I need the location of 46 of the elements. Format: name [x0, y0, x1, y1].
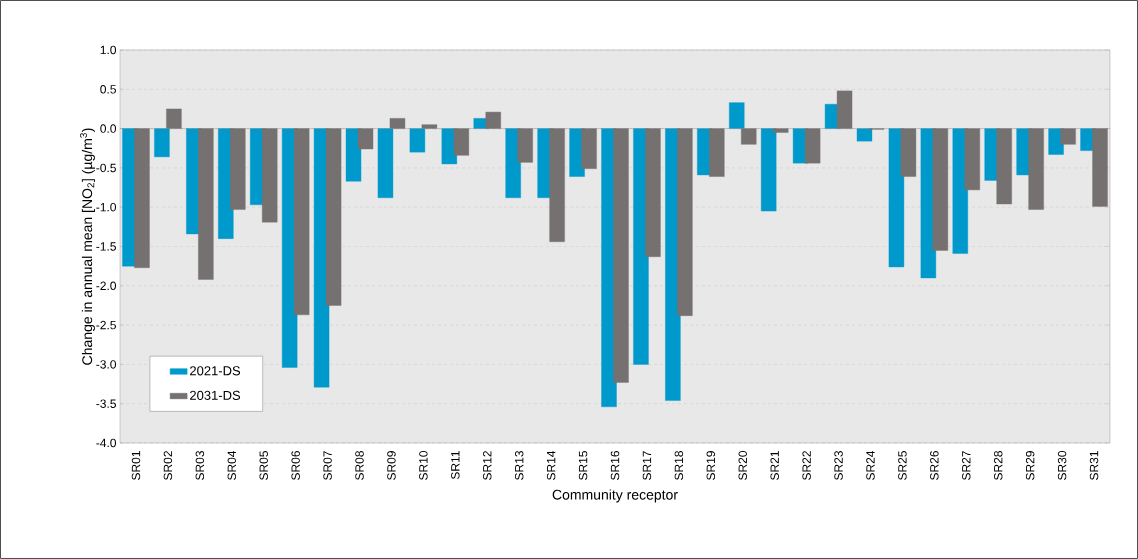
x-tick-label: SR10 — [419, 450, 428, 480]
x-tick-label: SR04 — [227, 450, 237, 480]
x-tick-label: SR13 — [514, 451, 524, 480]
y-tick-label: 0.0 — [100, 124, 117, 133]
x-tick-label: SR05 — [259, 451, 268, 480]
x-tick-label: SR20 — [738, 450, 747, 480]
y-tick-label: -1.5 — [96, 242, 116, 251]
y-tick-label: 1.0 — [100, 45, 117, 55]
x-tick-label: SR11 — [451, 451, 460, 480]
x-tick-label: SR14 — [546, 450, 556, 480]
x-tick-label: SR24 — [866, 450, 875, 480]
y-tick-label: 0.5 — [100, 85, 116, 94]
x-tick-label: SR30 — [1057, 450, 1067, 480]
y-tick-label: -4.0 — [96, 438, 117, 448]
x-tick-label: SR22 — [802, 451, 811, 480]
x-tick-label: SR21 — [770, 451, 779, 480]
y-tick-label: -3.0 — [96, 360, 117, 369]
x-axis-title: Community receptor — [552, 489, 678, 503]
x-tick-label: SR28 — [993, 451, 1003, 480]
x-tick-label: SR03 — [195, 451, 205, 480]
legend-label: 2021-DS — [190, 366, 241, 376]
y-tick-label: -3.5 — [96, 399, 116, 408]
x-tick-label: SR31 — [1089, 451, 1099, 480]
x-tick-label: SR26 — [930, 451, 939, 480]
x-tick-label: SR01 — [131, 451, 141, 480]
legend-label: 2031-DS — [190, 390, 241, 400]
y-tick-label: -0.5 — [96, 163, 116, 173]
x-tick-label: SR23 — [834, 451, 843, 480]
y-axis-title: Change in annual mean [NO$_{2}$] (µg/m$^{3}$) — [79, 128, 95, 365]
x-tick-label: SR08 — [355, 451, 364, 480]
y-tick-label: -2.5 — [96, 320, 116, 330]
x-tick-label: SR02 — [163, 451, 173, 480]
x-tick-label: SR17 — [642, 451, 652, 480]
x-tick-label: SR27 — [962, 451, 971, 480]
x-tick-label: SR09 — [387, 451, 396, 480]
x-tick-label: SR25 — [898, 451, 907, 480]
x-tick-label: SR16 — [610, 451, 620, 480]
x-tick-label: SR06 — [291, 451, 300, 480]
x-tick-label: SR29 — [1025, 451, 1035, 480]
y-tick-label: -2.0 — [96, 281, 117, 291]
x-tick-label: SR19 — [706, 451, 716, 480]
x-tick-label: SR12 — [483, 451, 492, 480]
x-tick-label: SR15 — [578, 451, 588, 480]
x-tick-label: SR07 — [323, 451, 332, 480]
x-tick-label: SR18 — [674, 451, 684, 480]
y-tick-label: -1.0 — [96, 202, 117, 212]
